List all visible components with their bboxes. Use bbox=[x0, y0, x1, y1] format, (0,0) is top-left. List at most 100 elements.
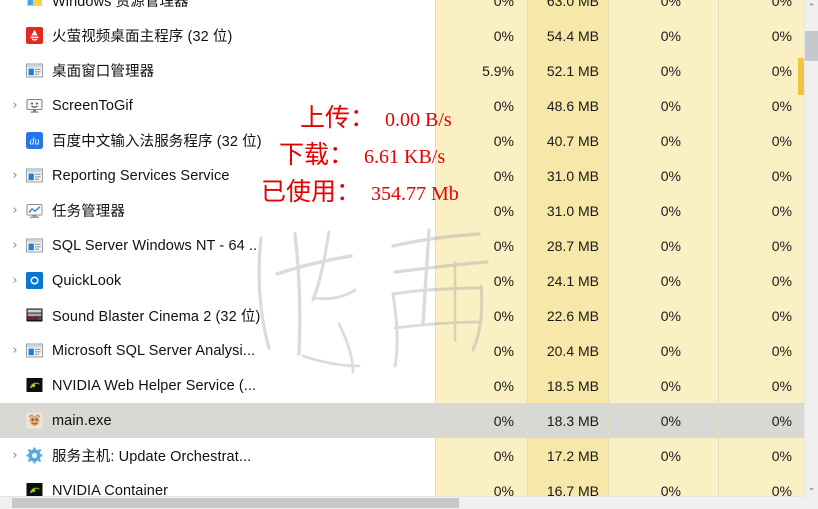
table-row[interactable]: Windows 资源管理器 0% 63.0 MB 0% 0% bbox=[0, 0, 805, 18]
vertical-scrollbar-thumb[interactable] bbox=[805, 31, 818, 61]
cell-network-value[interactable]: 0% bbox=[718, 298, 805, 333]
cell-disk-value[interactable]: 0% bbox=[608, 158, 718, 193]
cell-process-name[interactable]: › Reporting Services Service bbox=[0, 158, 435, 193]
cell-disk-value[interactable]: 0% bbox=[608, 368, 718, 403]
cell-network-value[interactable]: 0% bbox=[718, 88, 805, 123]
cell-process-name[interactable]: 桌面窗口管理器 bbox=[0, 53, 435, 88]
cell-cpu-value[interactable]: 0% bbox=[435, 298, 527, 333]
chevron-right-icon[interactable]: › bbox=[12, 273, 18, 288]
cell-cpu-value[interactable]: 0% bbox=[435, 333, 527, 368]
chevron-right-icon[interactable]: › bbox=[12, 168, 18, 183]
cell-disk-value[interactable]: 0% bbox=[608, 53, 718, 88]
cell-process-name[interactable]: › Microsoft SQL Server Analysi... bbox=[0, 333, 435, 368]
process-name-label: 桌面窗口管理器 bbox=[52, 64, 155, 80]
cell-cpu-value[interactable]: 5.9% bbox=[435, 53, 527, 88]
cell-network-value[interactable]: 0% bbox=[718, 263, 805, 298]
cell-disk-value[interactable]: 0% bbox=[608, 88, 718, 123]
cell-process-name[interactable]: › SQL Server Windows NT - 64 .. bbox=[0, 228, 435, 263]
svg-text:du: du bbox=[30, 136, 40, 147]
cell-cpu-value[interactable]: 0% bbox=[435, 18, 527, 53]
cell-cpu-value[interactable]: 0% bbox=[435, 123, 527, 158]
table-row[interactable]: › QuickLook 0% 24.1 MB 0% 0% bbox=[0, 263, 805, 298]
cell-network-value[interactable]: 0% bbox=[718, 18, 805, 53]
cell-process-name[interactable]: › 服务主机: Update Orchestrat... bbox=[0, 438, 435, 473]
cell-cpu-value[interactable]: 0% bbox=[435, 403, 527, 438]
cell-cpu-value[interactable]: 0% bbox=[435, 438, 527, 473]
cell-disk-value[interactable]: 0% bbox=[608, 333, 718, 368]
cell-process-name[interactable]: main.exe bbox=[0, 403, 435, 438]
cell-cpu-value[interactable]: 0% bbox=[435, 0, 527, 18]
horizontal-scrollbar[interactable] bbox=[0, 496, 805, 509]
cell-memory-value[interactable]: 63.0 MB bbox=[527, 0, 608, 18]
table-row[interactable]: Sound Blaster Cinema 2 (32 位) 0% 22.6 MB 0%… bbox=[0, 298, 805, 333]
cell-memory-value[interactable]: 24.1 MB bbox=[527, 263, 608, 298]
horizontal-scrollbar-thumb[interactable] bbox=[12, 498, 459, 508]
cell-network-value[interactable]: 0% bbox=[718, 0, 805, 18]
chevron-right-icon[interactable]: › bbox=[12, 448, 18, 463]
table-row[interactable]: NVIDIA Web Helper Service (... 0% 18.5 MB 0… bbox=[0, 368, 805, 403]
table-row[interactable]: › 服务主机: Update Orchestrat... 0% 17.2 MB 0% 0% bbox=[0, 438, 805, 473]
table-row[interactable]: › 任务管理器 0% 31.0 MB 0% 0% bbox=[0, 193, 805, 228]
cell-network-value[interactable]: 0% bbox=[718, 53, 805, 88]
cell-cpu-value[interactable]: 0% bbox=[435, 193, 527, 228]
cell-network-value[interactable]: 0% bbox=[718, 403, 805, 438]
cell-disk-value[interactable]: 0% bbox=[608, 403, 718, 438]
cell-memory-value[interactable]: 28.7 MB bbox=[527, 228, 608, 263]
cell-memory-value[interactable]: 31.0 MB bbox=[527, 193, 608, 228]
cell-cpu-value[interactable]: 0% bbox=[435, 263, 527, 298]
cell-network-value[interactable]: 0% bbox=[718, 228, 805, 263]
cell-disk-value[interactable]: 0% bbox=[608, 298, 718, 333]
chevron-right-icon[interactable]: › bbox=[12, 98, 18, 113]
cell-cpu-value[interactable]: 0% bbox=[435, 368, 527, 403]
cell-memory-value[interactable]: 20.4 MB bbox=[527, 333, 608, 368]
table-row[interactable]: du 百度中文输入法服务程序 (32 位) 0% 40.7 MB 0% 0% bbox=[0, 123, 805, 158]
cell-process-name[interactable]: › QuickLook bbox=[0, 263, 435, 298]
table-row[interactable]: 桌面窗口管理器 5.9% 52.1 MB 0% 0% bbox=[0, 53, 805, 88]
scroll-up-icon[interactable]: ⌃ bbox=[807, 3, 816, 13]
cell-memory-value[interactable]: 22.6 MB bbox=[527, 298, 608, 333]
cell-process-name[interactable]: › 任务管理器 bbox=[0, 193, 435, 228]
chevron-right-icon[interactable]: › bbox=[12, 343, 18, 358]
chevron-right-icon[interactable]: › bbox=[12, 238, 18, 253]
cell-network-value[interactable]: 0% bbox=[718, 333, 805, 368]
cell-network-value[interactable]: 0% bbox=[718, 158, 805, 193]
cell-process-name[interactable]: NVIDIA Web Helper Service (... bbox=[0, 368, 435, 403]
cell-disk-value[interactable]: 0% bbox=[608, 263, 718, 298]
cell-process-name[interactable]: Windows 资源管理器 bbox=[0, 0, 435, 18]
cell-disk-value[interactable]: 0% bbox=[608, 123, 718, 158]
cell-memory-value[interactable]: 52.1 MB bbox=[527, 53, 608, 88]
cell-memory-value[interactable]: 31.0 MB bbox=[527, 158, 608, 193]
cell-process-name[interactable]: 火萤视频桌面主程序 (32 位) bbox=[0, 18, 435, 53]
cell-cpu-value[interactable]: 0% bbox=[435, 158, 527, 193]
table-row[interactable]: 火萤视频桌面主程序 (32 位) 0% 54.4 MB 0% 0% bbox=[0, 18, 805, 53]
cell-disk-value[interactable]: 0% bbox=[608, 0, 718, 18]
cell-cpu-value[interactable]: 0% bbox=[435, 228, 527, 263]
cell-process-name[interactable]: Sound Blaster Cinema 2 (32 位) bbox=[0, 298, 435, 333]
cell-disk-value[interactable]: 0% bbox=[608, 438, 718, 473]
cell-process-name[interactable]: › ScreenToGif bbox=[0, 88, 435, 123]
cell-memory-value[interactable]: 40.7 MB bbox=[527, 123, 608, 158]
table-row[interactable]: › ScreenToGif 0% 48.6 MB 0% 0% bbox=[0, 88, 805, 123]
cell-memory-value[interactable]: 18.5 MB bbox=[527, 368, 608, 403]
cell-process-name[interactable]: du 百度中文输入法服务程序 (32 位) bbox=[0, 123, 435, 158]
table-row[interactable]: › Reporting Services Service 0% 31.0 MB 0% 0% bbox=[0, 158, 805, 193]
cell-memory-value[interactable]: 48.6 MB bbox=[527, 88, 608, 123]
vertical-scrollbar[interactable]: ⌃ ⌄ bbox=[804, 0, 818, 497]
cell-disk-value[interactable]: 0% bbox=[608, 193, 718, 228]
chevron-right-icon[interactable]: › bbox=[12, 203, 18, 218]
cell-disk-value[interactable]: 0% bbox=[608, 18, 718, 53]
table-row[interactable]: › SQL Server Windows NT - 64 .. 0% 28.7 MB 0… bbox=[0, 228, 805, 263]
cell-cpu-value[interactable]: 0% bbox=[435, 88, 527, 123]
cell-network-value[interactable]: 0% bbox=[718, 193, 805, 228]
table-row[interactable]: main.exe 0% 18.3 MB 0% 0% bbox=[0, 403, 805, 438]
cell-network-value[interactable]: 0% bbox=[718, 123, 805, 158]
cell-memory-value[interactable]: 54.4 MB bbox=[527, 18, 608, 53]
cell-network-value[interactable]: 0% bbox=[718, 368, 805, 403]
scroll-down-icon[interactable]: ⌄ bbox=[807, 483, 816, 493]
cell-memory-value[interactable]: 18.3 MB bbox=[527, 403, 608, 438]
cell-disk-value[interactable]: 0% bbox=[608, 228, 718, 263]
cell-memory-value[interactable]: 17.2 MB bbox=[527, 438, 608, 473]
table-row[interactable]: › Microsoft SQL Server Analysi... 0% 20.4 M… bbox=[0, 333, 805, 368]
cell-network-value[interactable]: 0% bbox=[718, 438, 805, 473]
